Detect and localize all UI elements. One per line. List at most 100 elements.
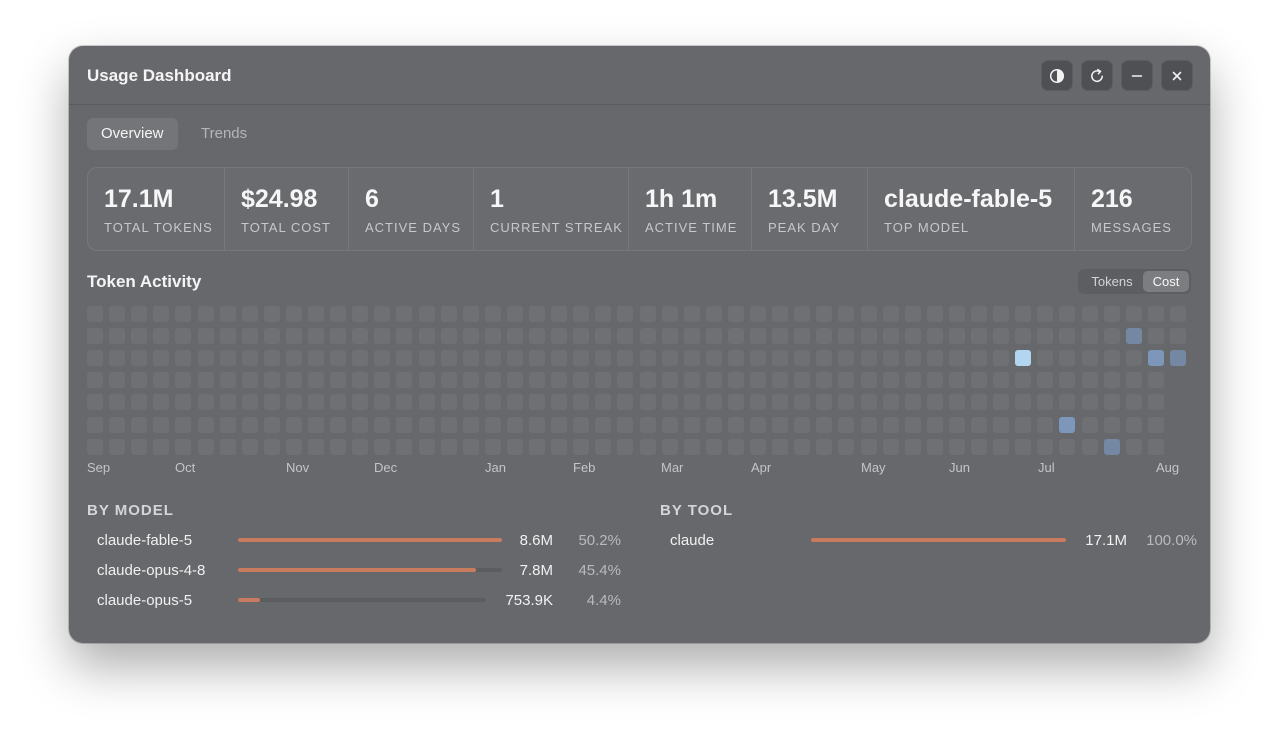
heatmap-cell[interactable] <box>926 394 943 411</box>
heatmap-cell[interactable] <box>1015 372 1032 389</box>
heatmap-cell[interactable] <box>153 350 170 367</box>
heatmap-cell[interactable] <box>484 306 501 322</box>
heatmap-cell[interactable] <box>1125 350 1142 367</box>
heatmap-cell[interactable] <box>838 394 855 411</box>
heatmap-cell[interactable] <box>705 372 722 389</box>
heatmap-cell[interactable] <box>727 438 744 455</box>
heatmap-cell[interactable] <box>440 438 457 455</box>
heatmap-cell[interactable] <box>993 394 1010 411</box>
heatmap-cell[interactable] <box>860 328 877 345</box>
heatmap-cell[interactable] <box>308 350 324 367</box>
heatmap-cell[interactable] <box>219 372 236 389</box>
heatmap-cell[interactable] <box>573 350 590 367</box>
heatmap-cell[interactable] <box>551 328 568 345</box>
heatmap-cell[interactable] <box>109 350 126 367</box>
heatmap-cell[interactable] <box>639 438 656 455</box>
heatmap-cell[interactable] <box>1103 328 1120 345</box>
heatmap-cell[interactable] <box>639 372 656 389</box>
heatmap-cell[interactable] <box>904 416 921 433</box>
heatmap-cell[interactable] <box>1059 328 1076 345</box>
heatmap-cell[interactable] <box>263 328 280 345</box>
heatmap-cell[interactable] <box>1015 438 1032 455</box>
heatmap-cell[interactable] <box>1125 416 1142 433</box>
tab-overview[interactable]: Overview <box>87 118 178 150</box>
heatmap-cell[interactable] <box>330 416 347 433</box>
heatmap-cell[interactable] <box>904 372 921 389</box>
heatmap-cell[interactable] <box>661 306 678 322</box>
heatmap-cell[interactable] <box>772 438 789 455</box>
heatmap-cell[interactable] <box>484 350 501 367</box>
heatmap-cell[interactable] <box>661 350 678 367</box>
heatmap-cell[interactable] <box>219 306 236 322</box>
heatmap-cell[interactable] <box>374 438 391 455</box>
heatmap-cell[interactable] <box>816 438 833 455</box>
heatmap-cell[interactable] <box>1015 350 1032 367</box>
heatmap-cell[interactable] <box>1103 394 1120 411</box>
heatmap-cell[interactable] <box>639 394 656 411</box>
heatmap-cell[interactable] <box>197 328 214 345</box>
heatmap-cell[interactable] <box>617 328 634 345</box>
heatmap-cell[interactable] <box>440 416 457 433</box>
heatmap-cell[interactable] <box>529 416 545 433</box>
heatmap-cell[interactable] <box>374 416 391 433</box>
heatmap-cell[interactable] <box>661 394 678 411</box>
heatmap-cell[interactable] <box>440 306 457 322</box>
heatmap-cell[interactable] <box>1125 394 1142 411</box>
heatmap-cell[interactable] <box>1015 328 1032 345</box>
heatmap-cell[interactable] <box>750 394 766 411</box>
heatmap-cell[interactable] <box>1059 438 1076 455</box>
minimize-button[interactable] <box>1121 60 1153 91</box>
heatmap-cell[interactable] <box>1103 372 1120 389</box>
heatmap-cell[interactable] <box>352 372 369 389</box>
heatmap-cell[interactable] <box>838 438 855 455</box>
heatmap-cell[interactable] <box>1081 394 1098 411</box>
heatmap-cell[interactable] <box>506 306 523 322</box>
heatmap-cell[interactable] <box>794 438 811 455</box>
heatmap-cell[interactable] <box>617 416 634 433</box>
heatmap-cell[interactable] <box>374 394 391 411</box>
heatmap-cell[interactable] <box>816 394 833 411</box>
heatmap-cell[interactable] <box>683 372 700 389</box>
close-button[interactable] <box>1161 60 1193 91</box>
heatmap-cell[interactable] <box>750 328 766 345</box>
heatmap-cell[interactable] <box>904 394 921 411</box>
heatmap-cell[interactable] <box>87 394 103 411</box>
heatmap-cell[interactable] <box>838 416 855 433</box>
heatmap-cell[interactable] <box>750 416 766 433</box>
heatmap-cell[interactable] <box>1037 372 1054 389</box>
heatmap-cell[interactable] <box>529 306 545 322</box>
heatmap-cell[interactable] <box>661 328 678 345</box>
heatmap-cell[interactable] <box>772 350 789 367</box>
heatmap-cell[interactable] <box>639 306 656 322</box>
heatmap-cell[interactable] <box>705 350 722 367</box>
heatmap-cell[interactable] <box>926 372 943 389</box>
heatmap-cell[interactable] <box>904 328 921 345</box>
heatmap-cell[interactable] <box>109 372 126 389</box>
heatmap-cell[interactable] <box>241 350 258 367</box>
heatmap-cell[interactable] <box>1037 350 1054 367</box>
heatmap-cell[interactable] <box>440 394 457 411</box>
heatmap-cell[interactable] <box>374 306 391 322</box>
heatmap-cell[interactable] <box>816 306 833 322</box>
heatmap-cell[interactable] <box>595 416 612 433</box>
refresh-button[interactable] <box>1081 60 1113 91</box>
heatmap-cell[interactable] <box>595 350 612 367</box>
heatmap-cell[interactable] <box>838 372 855 389</box>
heatmap-cell[interactable] <box>882 394 899 411</box>
heatmap-cell[interactable] <box>197 372 214 389</box>
heatmap-cell[interactable] <box>595 394 612 411</box>
heatmap-cell[interactable] <box>1103 438 1120 455</box>
heatmap-cell[interactable] <box>860 438 877 455</box>
heatmap-cell[interactable] <box>330 350 347 367</box>
heatmap-cell[interactable] <box>573 394 590 411</box>
heatmap-cell[interactable] <box>551 416 568 433</box>
heatmap-cell[interactable] <box>175 350 192 367</box>
heatmap-cell[interactable] <box>352 306 369 322</box>
heatmap-cell[interactable] <box>396 438 413 455</box>
heatmap-cell[interactable] <box>1103 306 1120 322</box>
heatmap-cell[interactable] <box>263 394 280 411</box>
heatmap-cell[interactable] <box>175 328 192 345</box>
heatmap-cell[interactable] <box>727 350 744 367</box>
heatmap-cell[interactable] <box>153 394 170 411</box>
heatmap-cell[interactable] <box>727 372 744 389</box>
